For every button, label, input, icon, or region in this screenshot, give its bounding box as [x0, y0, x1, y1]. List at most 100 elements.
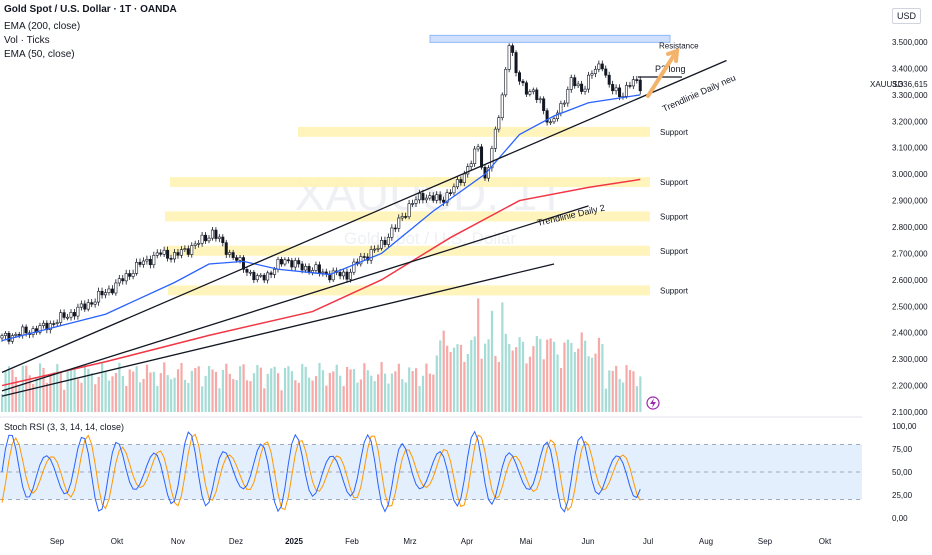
volume-bar [528, 356, 532, 412]
volume-bar [245, 380, 249, 412]
volume-bar [156, 385, 159, 412]
candle-body [276, 259, 280, 270]
x-tick-label: Aug [699, 537, 713, 546]
candle-body [79, 303, 83, 308]
candle-body [131, 273, 135, 277]
volume-bar [76, 379, 80, 412]
candle-body [48, 323, 52, 331]
volume-bar [42, 367, 45, 412]
candle-body [466, 166, 470, 175]
volume-bar [314, 376, 318, 412]
y-tick-label: 3.100,000 [892, 144, 928, 153]
candle-body [507, 45, 511, 70]
ema200-legend[interactable]: EMA (200, close) [4, 21, 81, 32]
volume-bar [484, 343, 487, 412]
candle-body [504, 69, 508, 96]
candle-body [17, 334, 21, 336]
volume-bar [201, 386, 204, 412]
volume-bar [266, 373, 269, 412]
volume-bar [111, 376, 114, 412]
candle-body [635, 79, 639, 81]
stoch-rsi-legend[interactable]: Stoch RSI (3, 3, 14, 14, close) [4, 422, 125, 432]
volume-bar [408, 367, 411, 412]
candle-body [114, 282, 118, 294]
y-tick-label: 3.200,000 [892, 117, 928, 126]
volume-bar [521, 341, 525, 412]
candle-body [321, 271, 325, 274]
volume-bar [535, 336, 538, 412]
candle-body [72, 312, 76, 317]
candle-body [217, 236, 221, 239]
y-tick-label: 3.500,000 [892, 38, 928, 47]
volume-bar [442, 330, 445, 412]
candle-body [524, 82, 528, 95]
candle-body [224, 242, 228, 255]
candle-body [404, 216, 408, 218]
candle-body [317, 264, 321, 274]
y-tick-label: 3.300,000 [892, 91, 928, 100]
stoch-band [0, 444, 862, 500]
volume-bar [446, 345, 449, 412]
symbol-label: XAUUSD [870, 80, 904, 89]
candle-body [179, 249, 183, 256]
volume-bar [290, 371, 293, 412]
candle-body [7, 332, 11, 342]
candle-body [69, 312, 73, 318]
volume-bar [380, 362, 383, 412]
volume-bar [432, 374, 435, 412]
candle-body [252, 271, 256, 281]
x-tick-label: Dez [229, 537, 243, 546]
volume-bar [70, 369, 73, 412]
volume-bar [373, 381, 376, 412]
candle-body [552, 118, 556, 123]
candle-body [290, 260, 294, 268]
volume-bar [563, 342, 566, 412]
candle-body [607, 74, 611, 85]
candle-body [469, 163, 473, 167]
candle-body [59, 312, 63, 323]
candle-body [411, 203, 415, 205]
volume-bar [287, 366, 290, 412]
volume-bar [487, 339, 490, 412]
candle-body [497, 117, 501, 130]
volume-bar [611, 370, 614, 412]
volume-bar [632, 371, 635, 412]
volume-bar [28, 375, 31, 412]
volume-bar [239, 366, 242, 412]
support-label: Support [660, 178, 689, 187]
volume-bar [232, 379, 235, 412]
volume-bar [170, 379, 173, 412]
candle-body [286, 259, 290, 262]
candle-body [283, 259, 287, 265]
volume-bar [208, 365, 211, 412]
candle-body [386, 237, 390, 245]
x-tick-label: Nov [171, 537, 185, 546]
volume-bar [349, 369, 352, 412]
volume-bar [277, 373, 280, 412]
candle-body [307, 266, 311, 273]
candle-body [428, 195, 432, 199]
candle-body [210, 229, 214, 239]
currency-button[interactable]: USD [892, 8, 922, 24]
candle-body [0, 335, 4, 339]
candle-body [583, 88, 587, 92]
candle-body [459, 179, 463, 183]
candle-body [342, 271, 346, 277]
candle-body [359, 256, 363, 265]
ema50-legend[interactable]: EMA (50, close) [4, 49, 75, 60]
volume-bar [49, 375, 52, 412]
volume-bar [473, 336, 476, 412]
candle-body [614, 87, 618, 92]
candle-body [52, 323, 56, 325]
y-tick-label: 2.100,000 [892, 408, 928, 417]
candle-body [490, 148, 494, 169]
candle-body [221, 236, 225, 243]
volume-bar [11, 369, 14, 412]
volume-legend[interactable]: Vol · Ticks [4, 35, 50, 46]
y-tick-label: 3.400,000 [892, 64, 928, 73]
candle-body [511, 45, 515, 53]
volume-bar [377, 374, 380, 412]
volume-bar [14, 376, 17, 412]
